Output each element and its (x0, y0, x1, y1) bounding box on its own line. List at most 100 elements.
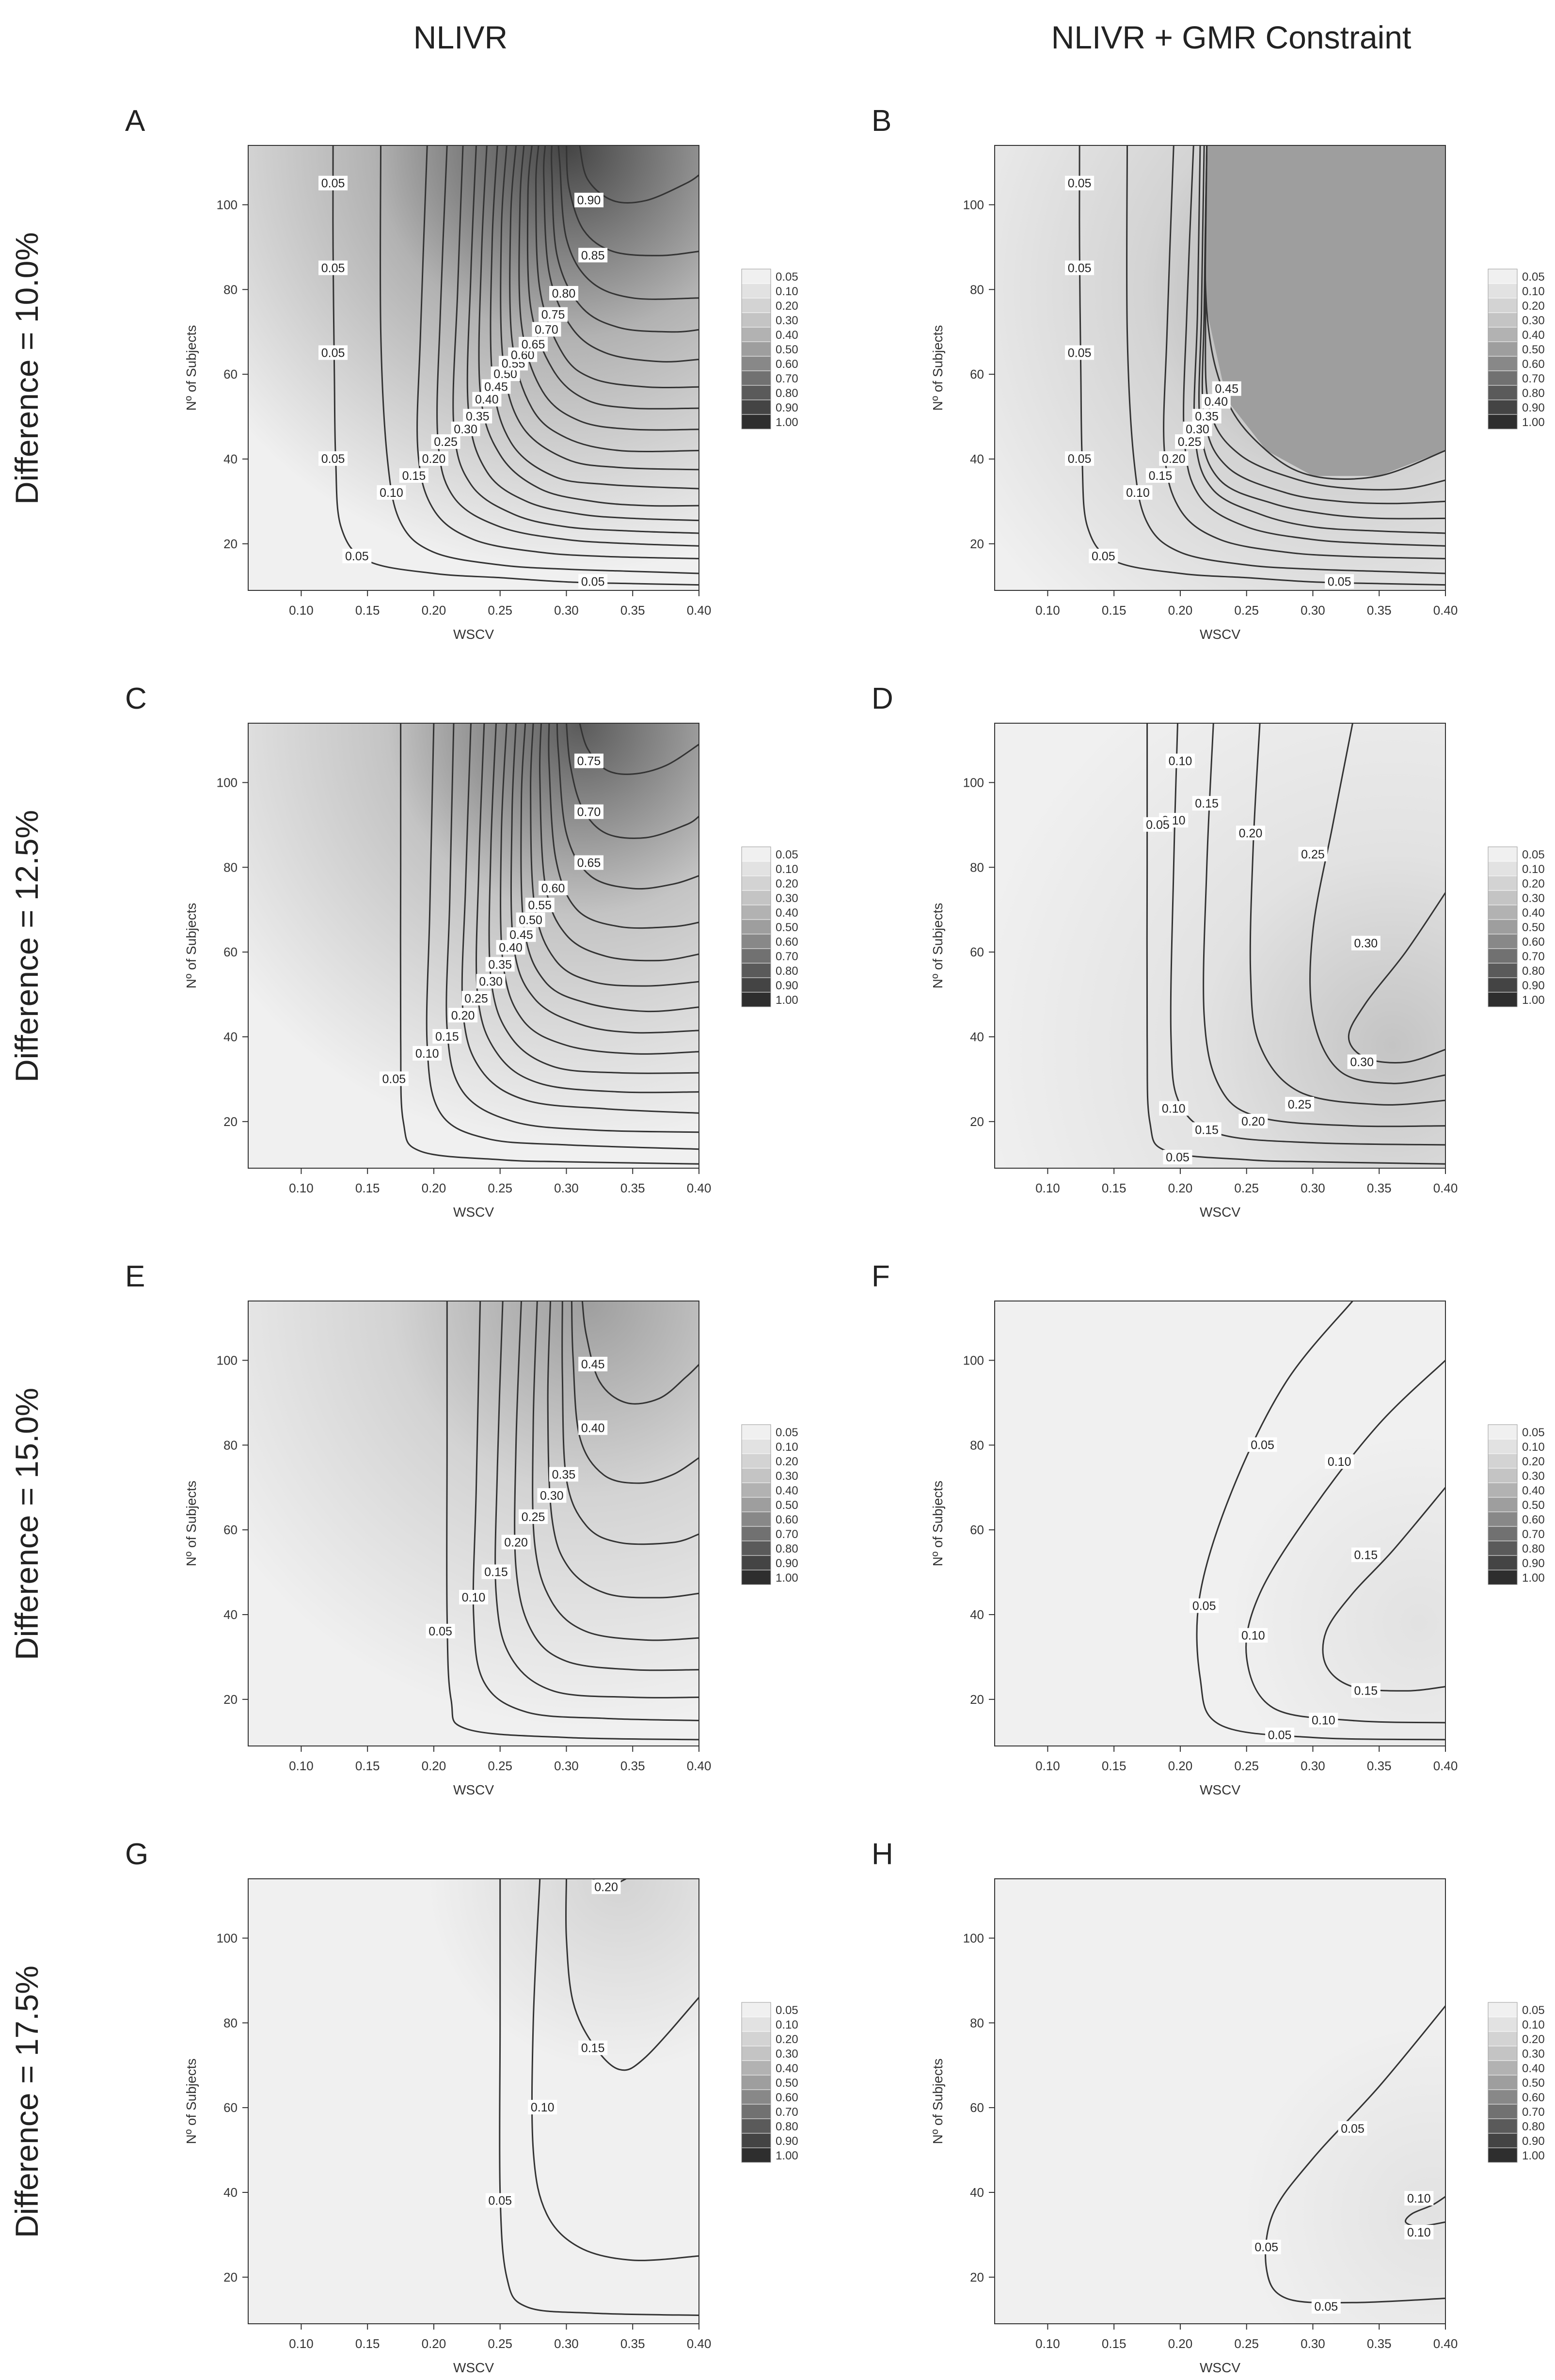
legend-label: 1.00 (1522, 2149, 1545, 2162)
contour-label: 0.05 (1190, 1598, 1219, 1613)
svg-text:0.45: 0.45 (509, 928, 533, 942)
legend-label: 0.05 (776, 270, 798, 284)
y-tick-label: 80 (223, 860, 238, 874)
legend-swatch (741, 269, 771, 284)
svg-text:0.25: 0.25 (434, 435, 458, 449)
contour-label: 0.05 (1143, 817, 1173, 832)
plot-area: 0.05 0.10 0.15 0.20 0.25 0.30 0.35 0.40 0.45 (248, 1301, 699, 1746)
legend-label: 0.60 (776, 1513, 798, 1526)
legend-label: 1.00 (776, 2149, 798, 2162)
plot-frame (994, 1301, 1446, 1746)
contour-line-0.15 (1163, 145, 1445, 559)
y-axis-title: Nº of Subjects (930, 1481, 945, 1567)
contour-label: 0.15 (1351, 1683, 1380, 1698)
column-header-nlivr-gmr: NLIVR + GMR Constraint (1051, 19, 1412, 55)
svg-text:0.35: 0.35 (552, 1468, 576, 1481)
svg-text:0.05: 0.05 (321, 346, 345, 360)
legend-label: 0.10 (776, 2018, 798, 2031)
contour-label: 0.05 (426, 1623, 455, 1638)
svg-text:0.10: 0.10 (1241, 1629, 1265, 1643)
legend-label: 0.20 (776, 300, 798, 313)
contour-label: 0.30 (1347, 1054, 1377, 1069)
x-tick-label: 0.15 (1102, 1759, 1127, 1773)
contour-label: 0.15 (1351, 1547, 1380, 1562)
legend-swatch (1488, 2046, 1518, 2061)
legend-label: 0.60 (1522, 1513, 1545, 1526)
legend-label: 0.60 (1522, 358, 1545, 371)
contour-line-0.45 (581, 1301, 699, 1405)
contour-label: 0.05 (1248, 1437, 1277, 1452)
legend-swatch (1488, 370, 1518, 386)
contour-label: 0.20 (1238, 1113, 1268, 1128)
x-tick-label: 0.30 (1301, 1181, 1325, 1195)
legend-swatch (741, 1526, 771, 1541)
x-axis-title: WSCV (1200, 2360, 1240, 2375)
legend-swatch (741, 992, 771, 1007)
contour-line-0.25 (532, 1301, 699, 1641)
plot-frame (994, 1878, 1446, 2324)
contour-label: 0.05 (318, 175, 348, 190)
contour-label: 0.10 (377, 485, 406, 500)
contour-line-0.25 (476, 723, 699, 1094)
svg-text:0.70: 0.70 (535, 323, 558, 336)
y-axis: 20 40 60 80 100 Nº of Subjects (184, 1353, 248, 1707)
svg-text:0.05: 0.05 (382, 1072, 406, 1086)
legend-label: 0.90 (1522, 401, 1545, 414)
legend-label: 0.40 (776, 329, 798, 342)
legend-swatch (741, 846, 771, 862)
svg-text:0.10: 0.10 (1328, 1455, 1351, 1469)
contour-label: 0.10 (1309, 1713, 1338, 1728)
svg-text:0.15: 0.15 (484, 1566, 508, 1579)
y-tick-label: 20 (970, 1114, 984, 1129)
contour-label: 0.10 (1404, 2225, 1434, 2240)
x-tick-label: 0.10 (289, 1759, 314, 1773)
legend-swatch (1488, 934, 1518, 949)
legend-swatch (1488, 1511, 1518, 1527)
x-axis: 0.10 0.15 0.20 0.25 0.30 0.35 0.40 WSCV (289, 1746, 711, 1797)
legend-swatch (741, 977, 771, 993)
legend-label: 0.60 (776, 358, 798, 371)
contour-line-0.05 (499, 1879, 699, 2316)
contour-label: 0.65 (574, 855, 603, 870)
svg-text:0.05: 0.05 (1328, 575, 1351, 589)
svg-text:0.90: 0.90 (577, 194, 601, 207)
contour-label: 0.35 (549, 1467, 578, 1482)
contour-label: 0.40 (472, 392, 502, 407)
legend-swatch (1488, 977, 1518, 993)
contour-label: 0.65 (519, 336, 548, 351)
contour-line-0.30 (547, 1301, 699, 1599)
contour-label: 0.40 (496, 940, 525, 955)
legend: 0.05 0.100.20 0.300.400.50 0.600.70 0.800.90… (1488, 846, 1545, 1007)
legend-label: 0.80 (1522, 965, 1545, 978)
legend-label: 0.70 (1522, 372, 1545, 385)
legend-swatch (741, 298, 771, 313)
y-tick-label: 80 (970, 2015, 984, 2030)
contour-line-0.25 (452, 145, 699, 534)
panel-b: B0.050.050.050.050.050.050.100.150.200.2… (872, 104, 1545, 642)
legend-swatch (741, 312, 771, 328)
x-tick-label: 0.30 (554, 603, 579, 618)
contour-label: 0.05 (1065, 260, 1095, 275)
contour-label: 0.85 (578, 248, 608, 263)
legend-label: 0.90 (776, 979, 798, 992)
x-tick-label: 0.20 (1168, 2336, 1193, 2351)
svg-text:0.25: 0.25 (464, 992, 488, 1005)
x-tick-label: 0.40 (687, 2336, 712, 2351)
svg-text:0.05: 0.05 (1068, 452, 1092, 466)
y-tick-label: 80 (223, 1438, 238, 1452)
legend-label: 0.10 (1522, 285, 1545, 298)
legend-swatch (741, 1424, 771, 1440)
contour-label: 0.05 (1065, 175, 1095, 190)
panel-letter: C (125, 682, 147, 715)
legend-label: 1.00 (1522, 416, 1545, 429)
x-tick-label: 0.20 (1168, 603, 1193, 618)
contour-label: 0.90 (574, 192, 603, 207)
svg-text:0.15: 0.15 (1149, 469, 1173, 483)
y-axis-title: Nº of Subjects (930, 903, 945, 989)
contour-line-0.05 (1196, 1301, 1445, 1741)
contour-label: 0.25 (1175, 434, 1205, 449)
svg-text:0.10: 0.10 (1407, 2226, 1431, 2239)
legend-label: 0.60 (776, 2091, 798, 2104)
x-tick-label: 0.30 (554, 2336, 579, 2351)
legend-swatch (1488, 846, 1518, 862)
